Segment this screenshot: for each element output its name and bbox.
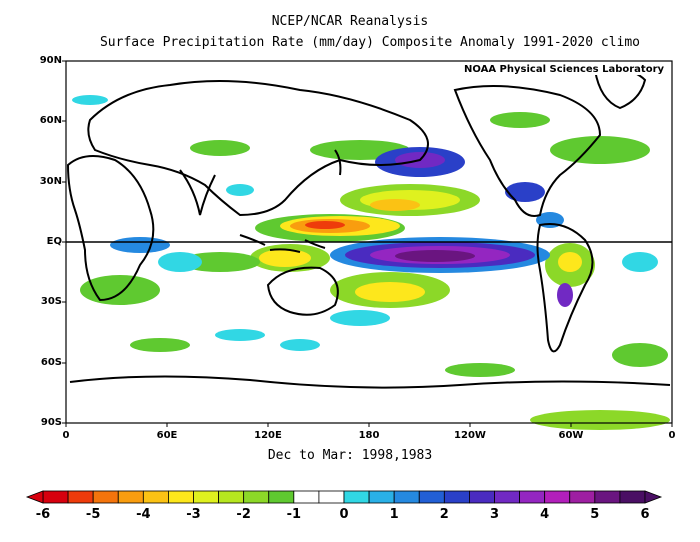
colorbar-cell <box>318 490 345 504</box>
colorbar-right-arrow <box>644 490 663 504</box>
anomaly-fields <box>72 95 670 430</box>
colorbar-tick-label: -2 <box>236 507 251 522</box>
colorbar-cell <box>142 490 169 504</box>
lat-label: 30N <box>39 176 62 187</box>
lat-label: 60S <box>40 357 62 368</box>
colorbar-tick-label: -4 <box>136 507 151 522</box>
colorbar-cell <box>293 490 320 504</box>
colorbar-left-arrow <box>25 490 44 504</box>
colorbar-cell <box>243 490 270 504</box>
colorbar-cell <box>42 490 69 504</box>
colorbar-tick-label: -3 <box>186 507 201 522</box>
colorbar-tick-label: 2 <box>439 507 449 522</box>
axis-ticks <box>62 60 673 427</box>
colorbar-tick-label: 1 <box>389 507 399 522</box>
colorbar-cell <box>519 490 546 504</box>
colorbar-cell <box>569 490 596 504</box>
colorbar-cell <box>594 490 621 504</box>
lat-label: 60N <box>39 115 62 126</box>
colorbar-cell <box>193 490 219 504</box>
lon-label: 60W <box>558 430 584 441</box>
colorbar-cell <box>343 490 370 504</box>
colorbar-cell <box>544 490 571 504</box>
colorbar-cell <box>619 490 646 504</box>
lon-label: 0 <box>62 430 70 441</box>
colorbar-cell <box>268 490 295 504</box>
colorbar-cell <box>67 490 94 504</box>
chart-title: NCEP/NCAR Reanalysis <box>271 14 429 29</box>
colorbar-tick-label: 3 <box>489 507 500 522</box>
lon-label: 60E <box>156 430 178 441</box>
chart-subtitle: Surface Precipitation Rate (mm/day) Comp… <box>99 35 641 50</box>
colorbar-tick-label: 0 <box>339 507 349 522</box>
colorbar-cell <box>218 490 245 504</box>
colorbar-cell <box>494 490 520 504</box>
colorbar-cell <box>443 490 470 504</box>
lon-label: 120E <box>254 430 282 441</box>
colorbar-tick-label: 4 <box>540 507 550 522</box>
colorbar-tick-label: 6 <box>640 507 650 522</box>
lat-label: 90N <box>39 55 62 66</box>
colorbar-cell <box>168 490 194 504</box>
lon-label: 120W <box>454 430 486 441</box>
colorbar-tick-label: -1 <box>286 507 302 522</box>
colorbar-tick-label: 5 <box>590 507 600 522</box>
lon-label: 0 <box>668 430 676 441</box>
colorbar-cell <box>368 490 395 504</box>
colorbar-tick-label: -5 <box>85 507 101 522</box>
coastlines <box>66 67 671 389</box>
credit-label: NOAA Physical Sciences Laboratory <box>462 64 667 75</box>
lat-label: 90S <box>40 417 62 428</box>
colorbar-cell <box>92 490 119 504</box>
lat-label: EQ <box>46 236 62 247</box>
colorbar-cell <box>418 490 445 504</box>
lon-label: 180 <box>358 430 380 441</box>
colorbar-cell <box>117 490 144 504</box>
lat-label: 30S <box>40 296 62 307</box>
colorbar-tick-label: -6 <box>35 507 51 522</box>
colorbar-cell <box>469 490 495 504</box>
period-label: Dec to Mar: 1998,1983 <box>267 448 433 463</box>
colorbar-cell <box>393 490 420 504</box>
